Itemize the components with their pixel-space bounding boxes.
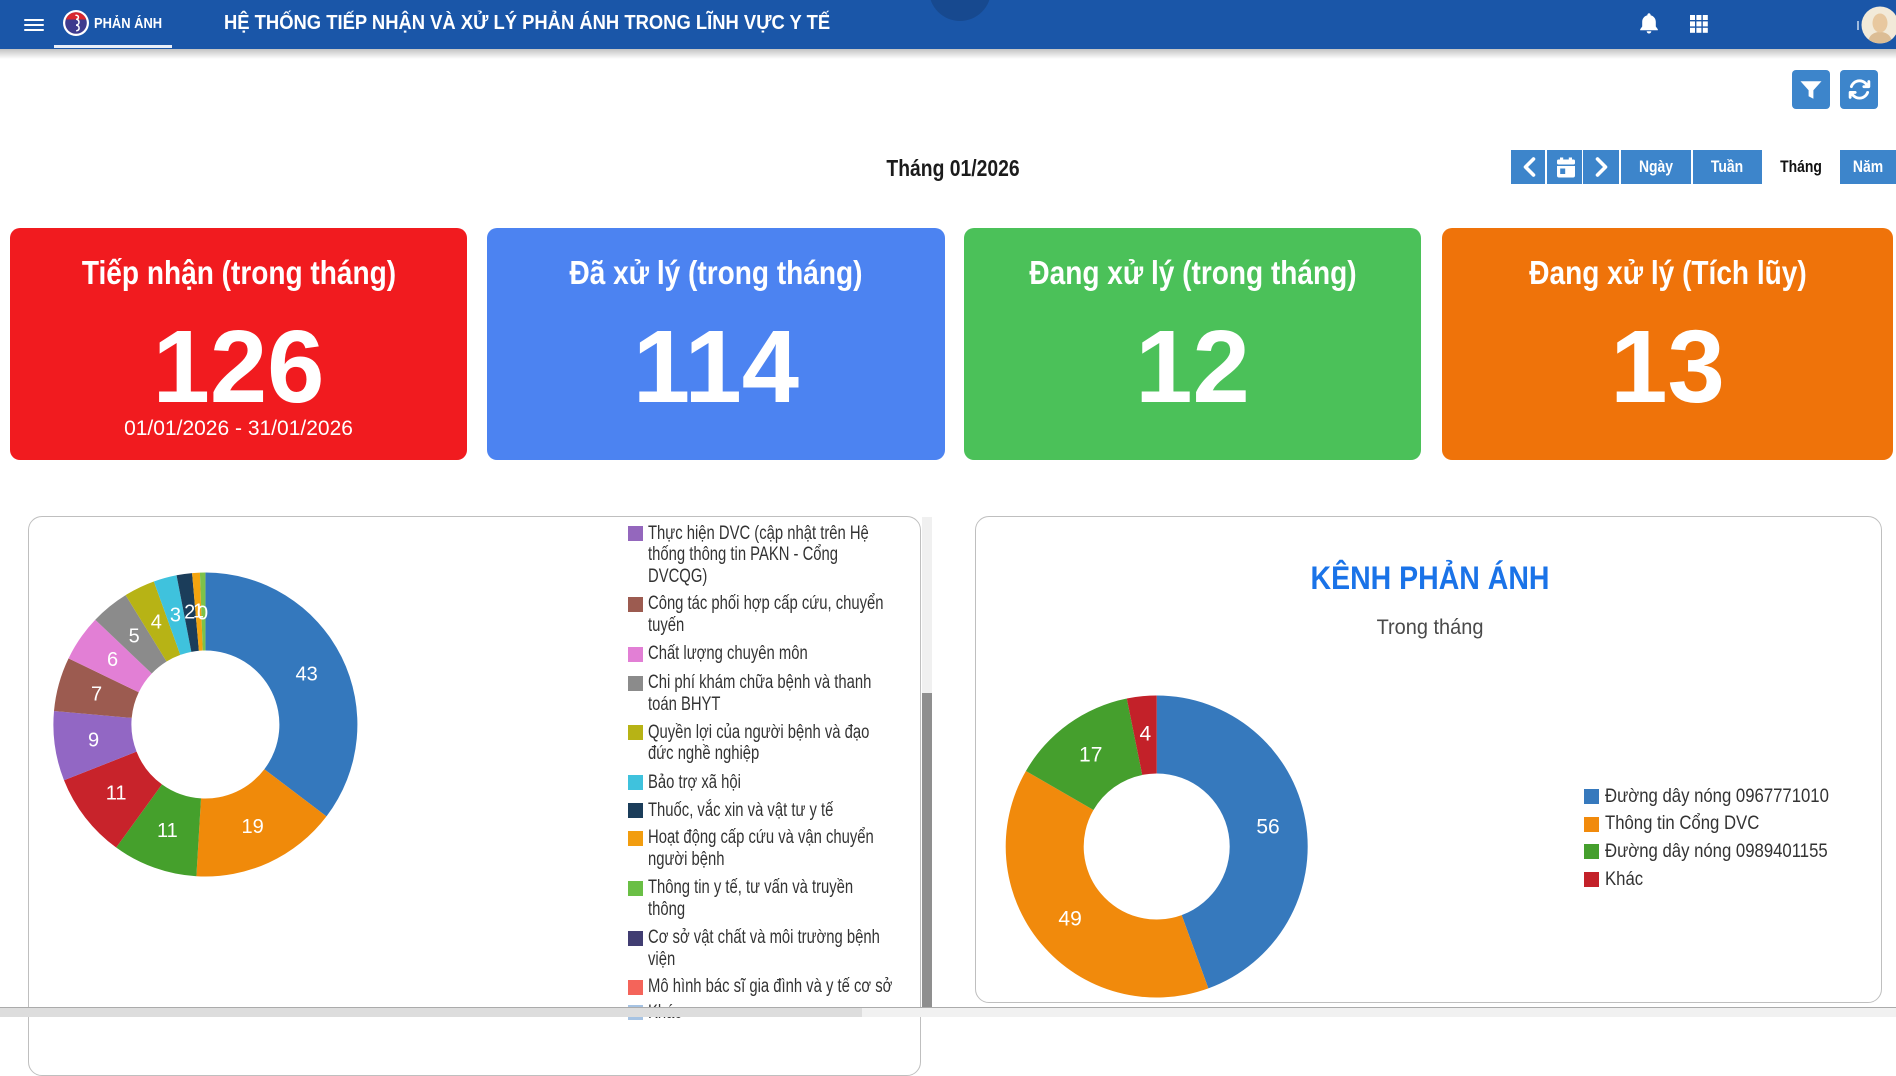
svg-text:11: 11 (157, 820, 178, 842)
svg-text:19: 19 (241, 816, 263, 838)
svg-text:56: 56 (1256, 815, 1279, 838)
svg-text:49: 49 (1058, 907, 1081, 930)
svg-text:11: 11 (106, 783, 127, 805)
svg-text:4: 4 (151, 612, 162, 634)
svg-text:43: 43 (295, 663, 317, 685)
svg-text:4: 4 (1140, 722, 1152, 745)
svg-text:0: 0 (197, 603, 208, 625)
svg-text:3: 3 (170, 605, 181, 627)
svg-text:17: 17 (1079, 743, 1102, 766)
svg-text:5: 5 (129, 626, 140, 648)
svg-text:6: 6 (107, 649, 118, 671)
svg-text:7: 7 (91, 683, 102, 705)
svg-text:9: 9 (88, 730, 99, 752)
